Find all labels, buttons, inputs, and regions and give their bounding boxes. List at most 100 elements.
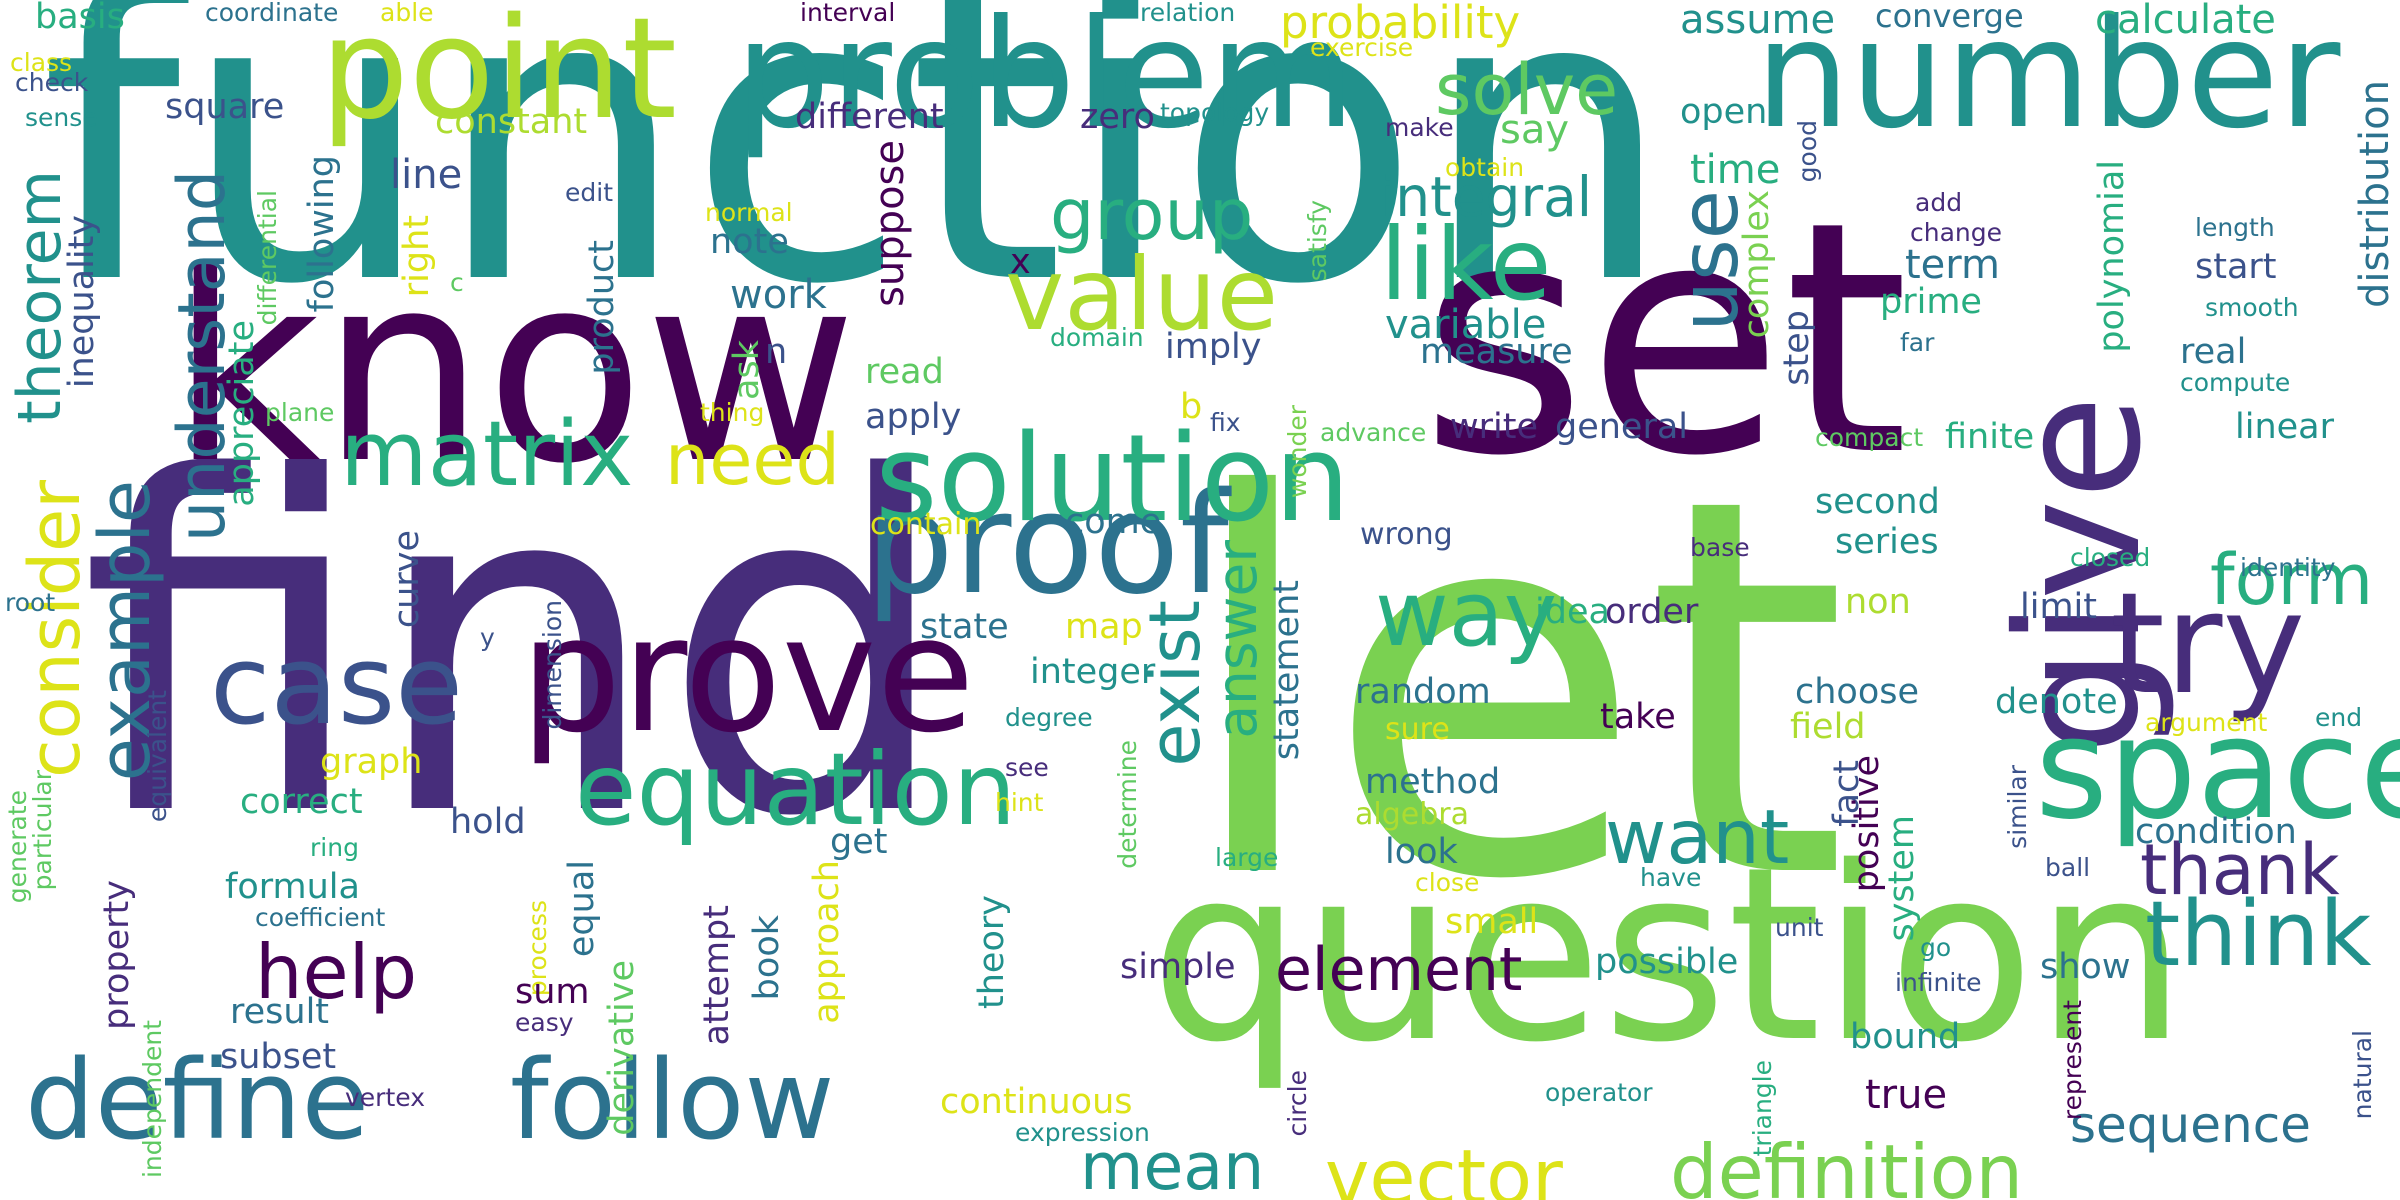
- word-property: property: [97, 880, 137, 1030]
- word-see: see: [1005, 753, 1049, 782]
- word-relation: relation: [1140, 0, 1236, 27]
- word-find: find: [80, 382, 954, 917]
- word-take: take: [1600, 697, 1676, 737]
- word-start: start: [2195, 247, 2277, 287]
- word-y: y: [480, 623, 495, 652]
- word-represent: represent: [2058, 1000, 2087, 1121]
- word-similar: similar: [2003, 765, 2032, 849]
- word-constant: constant: [435, 102, 588, 142]
- word-differential: differential: [253, 190, 282, 326]
- word-class: class: [10, 48, 73, 77]
- word-denote: denote: [1995, 682, 2118, 722]
- word-wonder: wonder: [1283, 405, 1312, 499]
- word-expression: expression: [1015, 1118, 1150, 1147]
- word-smooth: smooth: [2205, 293, 2299, 322]
- word-system: system: [1882, 815, 1922, 942]
- word-probability: probability: [1280, 0, 1521, 49]
- word-open: open: [1680, 92, 1768, 132]
- word-think: think: [2145, 882, 2372, 987]
- word-field: field: [1790, 707, 1866, 747]
- word-hold: hold: [450, 802, 526, 842]
- word-far: far: [1900, 328, 1935, 357]
- word-assume: assume: [1680, 0, 1836, 43]
- word-ring: ring: [310, 833, 359, 862]
- word-attempt: attempt: [697, 905, 737, 1046]
- word-note: note: [710, 222, 789, 262]
- word-question: question: [1150, 815, 2187, 1095]
- word-algebra: algebra: [1355, 797, 1469, 832]
- word-product: product: [582, 240, 622, 375]
- word-sure: sure: [1385, 712, 1450, 747]
- word-unit: unit: [1775, 913, 1824, 942]
- word-second: second: [1815, 482, 1940, 522]
- word-formula: formula: [225, 867, 360, 907]
- word-limit: limit: [2020, 587, 2097, 627]
- word-check: check: [15, 68, 89, 97]
- word-have: have: [1640, 863, 1702, 892]
- word-time: time: [1690, 147, 1781, 193]
- word-definition: definition: [1670, 1128, 2024, 1200]
- word-calculate: calculate: [2095, 0, 2276, 43]
- word-able: able: [380, 0, 434, 27]
- word-compact: compact: [1815, 423, 1924, 452]
- word-real: real: [2180, 332, 2247, 372]
- word-satisfy: satisfy: [1303, 200, 1332, 282]
- word-particular: particular: [28, 770, 57, 891]
- word-different: different: [795, 97, 944, 137]
- word-compute: compute: [2180, 368, 2291, 397]
- word-x: x: [1010, 242, 1031, 282]
- word-statement: statement: [1267, 580, 1307, 761]
- word-topology: topology: [1160, 98, 1270, 127]
- word-triangle: triangle: [1748, 1060, 1777, 1157]
- word-infinite: infinite: [1895, 968, 1982, 997]
- word-random: random: [1355, 672, 1491, 712]
- word-value: value: [1005, 236, 1279, 353]
- word-change: change: [1910, 218, 2003, 247]
- word-obtain: obtain: [1445, 153, 1525, 182]
- word-c: c: [450, 268, 464, 297]
- word-look: look: [1385, 832, 1458, 872]
- word-possible: possible: [1595, 942, 1739, 982]
- word-normal: normal: [705, 198, 793, 227]
- word-length: length: [2195, 213, 2275, 242]
- word-sequence: sequence: [2070, 1096, 2311, 1154]
- word-good: good: [1793, 120, 1822, 183]
- word-order: order: [1605, 592, 1699, 632]
- word-case: case: [210, 621, 463, 749]
- word-subset: subset: [220, 1037, 337, 1077]
- word-add: add: [1915, 188, 1963, 217]
- word-complex: complex: [1737, 190, 1777, 339]
- word-mean: mean: [1080, 1130, 1265, 1200]
- word-equal: equal: [562, 860, 602, 958]
- word-end: end: [2315, 703, 2363, 732]
- word-polynomial: polynomial: [2092, 160, 2132, 353]
- word-approach: approach: [807, 860, 847, 1024]
- word-suppose: suppose: [867, 140, 913, 307]
- word-following: following: [302, 155, 342, 313]
- word-hint: hint: [995, 788, 1044, 817]
- word-map: map: [1065, 607, 1143, 647]
- word-finite: finite: [1945, 417, 2035, 457]
- word-integer: integer: [1030, 652, 1156, 692]
- word-edit: edit: [565, 178, 613, 207]
- word-sense: sense: [25, 103, 98, 132]
- word-square: square: [165, 87, 285, 127]
- word-step: step: [1777, 310, 1817, 386]
- word-need: need: [665, 419, 840, 501]
- word-true: true: [1865, 1072, 1948, 1118]
- word-write: write: [1450, 407, 1538, 447]
- word-equivalent: equivalent: [143, 690, 172, 823]
- word-book: book: [747, 915, 787, 1001]
- word-wrong: wrong: [1360, 517, 1453, 552]
- word-come: come: [1065, 502, 1162, 542]
- word-define: define: [25, 1036, 370, 1164]
- word-method: method: [1365, 762, 1501, 802]
- word-distribution: distribution: [2352, 80, 2398, 308]
- word-result: result: [230, 992, 330, 1032]
- word-work: work: [730, 272, 827, 318]
- word-solve: solve: [1435, 49, 1619, 131]
- word-circle: circle: [1283, 1070, 1312, 1137]
- word-choose: choose: [1795, 672, 1920, 712]
- word-ask: ask: [727, 340, 767, 400]
- word-easy: easy: [515, 1008, 574, 1037]
